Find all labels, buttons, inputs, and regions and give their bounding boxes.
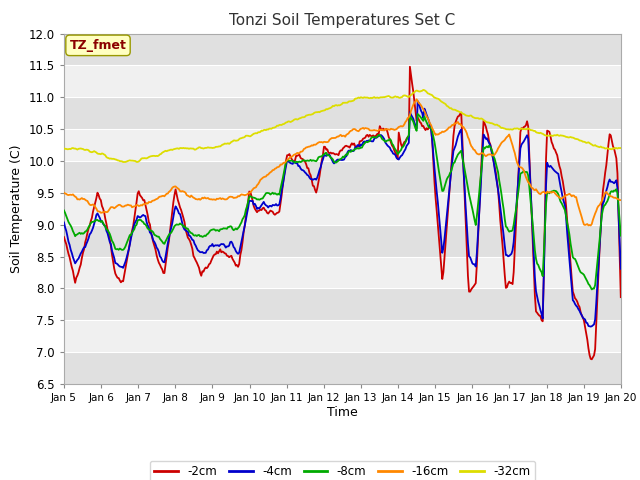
Bar [64, 129, 621, 161]
Text: TZ_fmet: TZ_fmet [70, 39, 127, 52]
Legend: -2cm, -4cm, -8cm, -16cm, -32cm: -2cm, -4cm, -8cm, -16cm, -32cm [150, 461, 535, 480]
Bar [64, 65, 621, 97]
Bar [64, 161, 621, 193]
Bar [64, 225, 621, 257]
Bar [64, 257, 621, 288]
Bar [64, 97, 621, 129]
Bar [64, 320, 621, 352]
Y-axis label: Soil Temperature (C): Soil Temperature (C) [10, 144, 23, 273]
Title: Tonzi Soil Temperatures Set C: Tonzi Soil Temperatures Set C [229, 13, 456, 28]
Bar [64, 34, 621, 65]
Bar [64, 352, 621, 384]
Bar [64, 288, 621, 320]
X-axis label: Time: Time [327, 406, 358, 419]
Bar [64, 193, 621, 225]
